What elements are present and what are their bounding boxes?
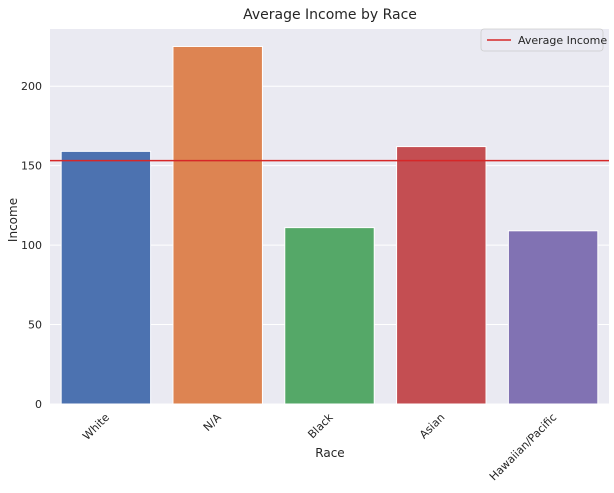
y-tick-label: 100 [21,239,42,252]
chart-title: Average Income by Race [243,7,417,23]
bar-n-a [172,45,263,405]
y-tick-label: 50 [28,319,42,332]
x-tick-label: N/A [201,411,224,434]
y-tick-label: 150 [21,160,42,173]
y-axis-label: Income [6,198,20,242]
x-tick-label: Hawaiian/Pacific [487,411,559,483]
y-tick-label: 200 [21,80,42,93]
bar-hawaiian-pacific [507,230,599,405]
bar-black [284,227,375,405]
bars [60,45,599,405]
legend-label-average-income: Average Income [518,34,607,47]
legend: Average Income [480,28,607,52]
x-tick-label: Asian [417,411,447,441]
legend-box [480,28,604,52]
x-axis-label: Race [315,446,344,460]
y-tick-label: 0 [35,398,42,411]
x-tick-label: White [80,411,112,443]
bar-white [60,150,152,405]
bar-asian [396,146,487,405]
y-tick-labels: 0 50 100 150 200 [21,80,42,411]
x-tick-label: Black [305,410,336,441]
